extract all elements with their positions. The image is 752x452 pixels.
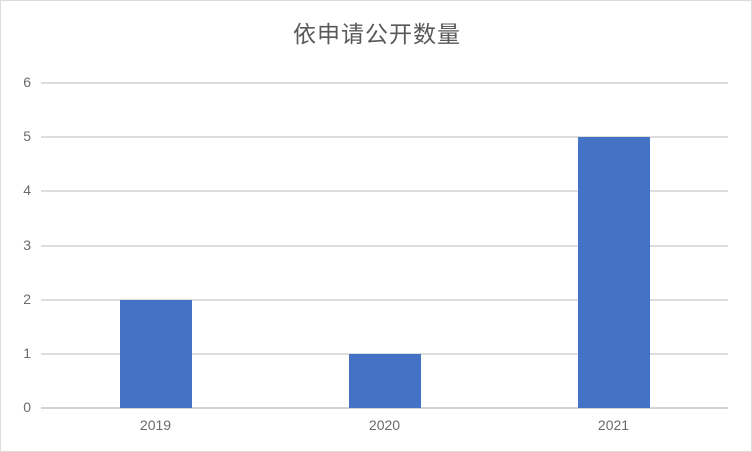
bar-series [41, 83, 728, 408]
gridline-y-2 [41, 298, 728, 301]
y-axis-tick-label: 3 [23, 236, 31, 253]
gridline-y-6 [41, 82, 728, 84]
bar-2021[interactable] [577, 137, 650, 408]
gridline-y-3 [41, 244, 728, 247]
x-axis-tick-label-2019: 2019 [139, 417, 172, 433]
x-axis-tick-label-2021: 2021 [597, 417, 630, 433]
bar-2020[interactable] [348, 353, 421, 408]
chart-title: 依申请公开数量 [293, 21, 461, 47]
y-axis-tick-label: 5 [23, 128, 31, 145]
gridline-y-4 [41, 190, 728, 193]
y-axis-tick-label: 1 [23, 344, 31, 361]
x-axis-tick-label-2020: 2020 [368, 417, 401, 433]
x-axis: 2019 2020 2021 [41, 415, 728, 439]
gridline-y-0 [41, 407, 728, 409]
gridline-y-5 [41, 136, 728, 139]
bar-2019[interactable] [119, 299, 192, 408]
y-axis-tick-label: 0 [23, 399, 31, 415]
y-axis-tick-label: 4 [23, 182, 31, 199]
y-axis-tick-label: 6 [23, 74, 31, 90]
y-axis: 0 1 2 3 4 5 6 [1, 75, 31, 414]
y-axis-tick-label: 2 [23, 290, 31, 307]
plot-area [41, 82, 728, 409]
gridline-y-1 [41, 352, 728, 355]
